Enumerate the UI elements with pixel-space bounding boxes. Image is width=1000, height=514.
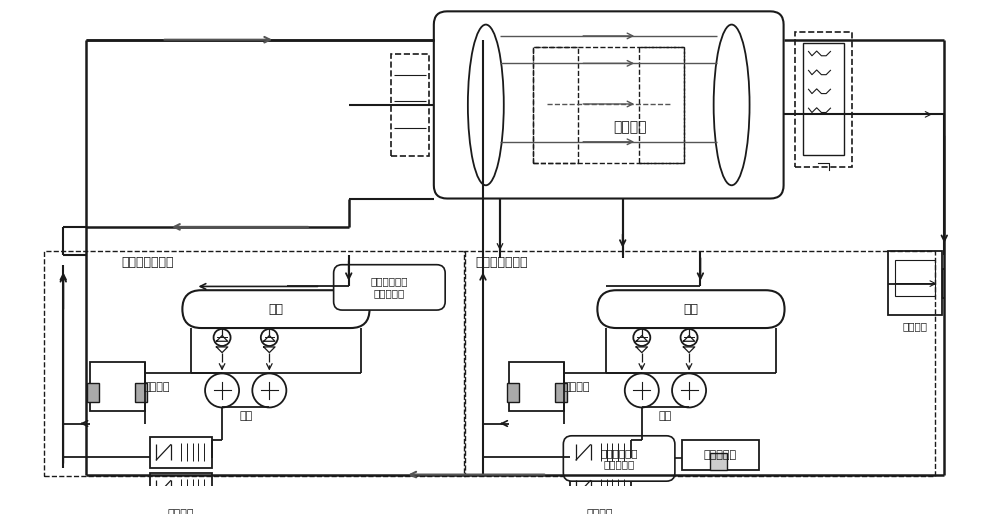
Bar [464, 250, 935, 475]
Bar [888, 250, 942, 315]
Text: 来自凝结水、
除盐水补水: 来自凝结水、 除盐水补水 [600, 448, 638, 469]
Bar [150, 473, 212, 504]
Text: 定子冷却水系统: 定子冷却水系统 [475, 256, 528, 269]
Bar [570, 437, 631, 468]
Text: 水过滤器: 水过滤器 [563, 381, 590, 392]
Bar [639, 47, 684, 162]
Bar [87, 383, 99, 402]
Text: 离子交换器: 离子交换器 [704, 450, 737, 460]
Ellipse shape [714, 25, 750, 185]
Bar [509, 362, 564, 411]
Circle shape [261, 329, 278, 346]
Text: 转子冷却水系统: 转子冷却水系统 [122, 256, 174, 269]
FancyBboxPatch shape [563, 436, 675, 481]
Circle shape [633, 329, 650, 346]
Circle shape [625, 373, 659, 408]
Bar [803, 44, 844, 155]
Bar [795, 32, 852, 168]
Bar [895, 260, 935, 296]
Bar [682, 439, 759, 470]
Circle shape [681, 329, 698, 346]
Text: 热交换器: 热交换器 [167, 509, 194, 514]
Bar [150, 437, 212, 468]
Bar [135, 383, 147, 402]
Circle shape [672, 373, 706, 408]
Circle shape [252, 373, 286, 408]
FancyBboxPatch shape [334, 265, 445, 310]
FancyBboxPatch shape [597, 290, 785, 328]
Bar [570, 473, 631, 504]
Circle shape [205, 373, 239, 408]
Bar [710, 453, 727, 470]
Bar [44, 250, 465, 475]
Text: 水过滤器: 水过滤器 [144, 381, 170, 392]
Bar [533, 47, 684, 162]
Bar [507, 383, 519, 402]
Bar [90, 362, 145, 411]
Circle shape [214, 329, 231, 346]
Text: 热交换器: 热交换器 [587, 509, 613, 514]
Text: 同步电机: 同步电机 [613, 120, 647, 134]
Text: 水泵: 水泵 [239, 411, 252, 421]
FancyBboxPatch shape [434, 11, 784, 198]
Text: 水泵: 水泵 [659, 411, 672, 421]
Text: 来自凝结水、
除盐水补水: 来自凝结水、 除盐水补水 [371, 277, 408, 298]
Bar [555, 383, 567, 402]
Bar [391, 54, 429, 156]
Text: 加碱装置: 加碱装置 [903, 321, 928, 331]
Bar [533, 47, 578, 162]
Text: 水箱: 水箱 [683, 303, 698, 316]
Text: 水箱: 水箱 [268, 303, 283, 316]
FancyBboxPatch shape [182, 290, 370, 328]
Ellipse shape [468, 25, 504, 185]
